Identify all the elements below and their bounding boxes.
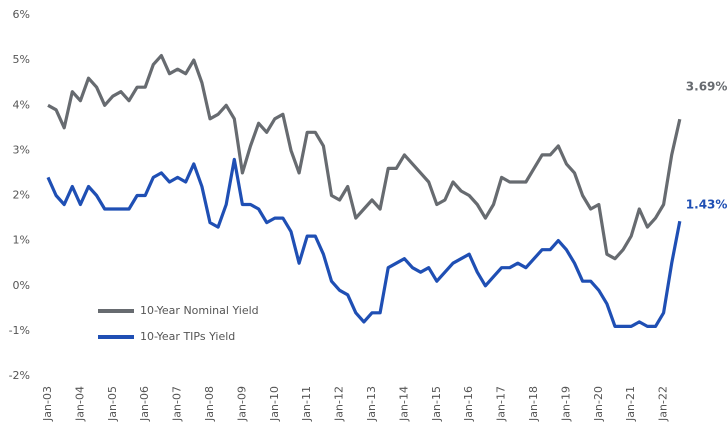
x-tick-label: Jan-18 — [527, 386, 540, 422]
x-tick-label: Jan-07 — [171, 386, 184, 422]
data-label: 3.69% — [686, 80, 728, 94]
x-tick-label: Jan-16 — [462, 386, 475, 422]
x-tick-label: Jan-14 — [397, 386, 410, 422]
x-tick-label: Jan-15 — [430, 386, 443, 422]
y-tick-label: 1% — [13, 234, 30, 247]
x-tick-label: Jan-13 — [365, 386, 378, 422]
x-tick-label: Jan-06 — [138, 386, 151, 422]
y-tick-label: 3% — [13, 143, 30, 156]
y-tick-label: 5% — [13, 53, 30, 66]
x-tick-label: Jan-12 — [333, 386, 346, 422]
x-tick-label: Jan-08 — [203, 386, 216, 422]
x-tick-label: Jan-03 — [41, 386, 54, 422]
y-tick-label: 2% — [13, 189, 30, 202]
y-tick-label: 6% — [13, 8, 30, 21]
data-label: 1.43% — [686, 198, 728, 212]
x-tick-label: Jan-22 — [657, 386, 670, 422]
legend-label: 10-Year Nominal Yield — [140, 304, 259, 317]
series-line — [47, 54, 682, 261]
y-tick-label: -2% — [9, 369, 30, 382]
x-tick-label: Jan-20 — [592, 386, 605, 422]
x-tick-label: Jan-05 — [106, 386, 119, 422]
y-tick-label: 4% — [13, 98, 30, 111]
x-tick-label: Jan-04 — [73, 386, 86, 422]
series-line — [46, 157, 682, 328]
x-tick-label: Jan-10 — [268, 386, 281, 422]
x-tick-label: Jan-21 — [624, 386, 637, 422]
x-tick-label: Jan-11 — [300, 386, 313, 422]
x-tick-label: Jan-09 — [235, 386, 248, 422]
x-tick-label: Jan-19 — [559, 386, 572, 422]
legend-label: 10-Year TIPs Yield — [140, 330, 235, 343]
y-tick-label: 0% — [13, 279, 30, 292]
x-tick-label: Jan-17 — [495, 386, 508, 422]
y-tick-label: -1% — [9, 324, 30, 337]
